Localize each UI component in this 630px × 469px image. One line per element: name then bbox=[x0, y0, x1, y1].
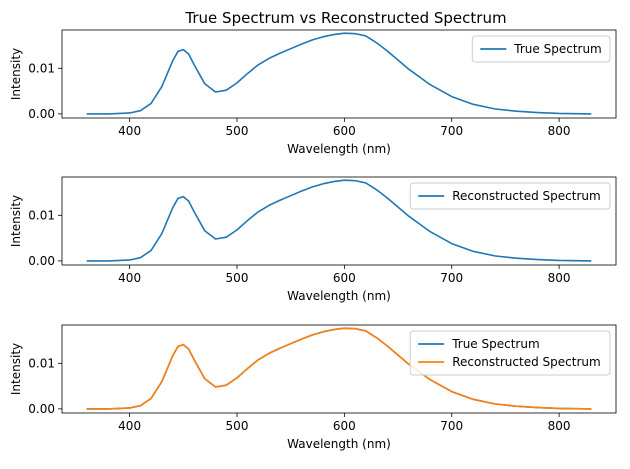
x-tick-label: 500 bbox=[226, 124, 249, 138]
x-tick-label: 800 bbox=[548, 419, 571, 433]
x-tick-label: 400 bbox=[118, 271, 141, 285]
legend: True Spectrum Reconstructed Spectrum bbox=[409, 330, 611, 376]
y-tick-label: 0.01 bbox=[28, 61, 55, 75]
y-tick-label: 0.00 bbox=[28, 254, 55, 268]
axes-frame bbox=[61, 324, 617, 414]
series-line-1 bbox=[86, 32, 592, 115]
figure-title: True Spectrum vs Reconstructed Spectrum bbox=[184, 9, 506, 27]
axes-frame bbox=[61, 29, 617, 119]
x-tick-label: 800 bbox=[548, 124, 571, 138]
legend-label: Reconstructed Spectrum bbox=[452, 189, 601, 203]
chart-panel-1: 400 500 600 700 800 0.00 0.01 Wavelength (nm) In… bbox=[9, 29, 617, 156]
x-tick-label: 600 bbox=[333, 271, 356, 285]
series-line-2 bbox=[86, 327, 592, 410]
y-tick-label: 0.01 bbox=[28, 208, 55, 222]
x-tick-label: 400 bbox=[118, 124, 141, 138]
legend-label: Reconstructed Spectrum bbox=[452, 355, 601, 369]
x-tick-label: 800 bbox=[548, 271, 571, 285]
x-axis-label: Wavelength (nm) bbox=[287, 289, 391, 303]
legend-box bbox=[409, 330, 611, 376]
chart-panel-2: 400 500 600 700 800 0.00 0.01 Wavelength (nm) In… bbox=[9, 176, 617, 303]
y-tick-label: 0.00 bbox=[28, 402, 55, 416]
x-tick-label: 400 bbox=[118, 419, 141, 433]
x-tick-label: 700 bbox=[440, 124, 463, 138]
legend: Reconstructed Spectrum bbox=[409, 182, 611, 210]
y-tick-label: 0.00 bbox=[28, 107, 55, 121]
legend-label: True Spectrum bbox=[513, 42, 601, 56]
y-axis-label: Intensity bbox=[9, 343, 23, 395]
legend-box bbox=[471, 35, 611, 63]
y-axis-label: Intensity bbox=[9, 195, 23, 247]
x-tick-label: 600 bbox=[333, 419, 356, 433]
y-axis-label: Intensity bbox=[9, 48, 23, 100]
x-tick-label: 700 bbox=[440, 271, 463, 285]
legend: True Spectrum bbox=[471, 35, 611, 63]
series-line-1 bbox=[86, 179, 592, 262]
chart-panel-3: 400 500 600 700 800 0.00 0.01 Wavelength (nm) In… bbox=[9, 324, 617, 451]
axes-frame bbox=[61, 176, 617, 266]
x-axis-label: Wavelength (nm) bbox=[287, 142, 391, 156]
legend-box bbox=[409, 182, 611, 210]
x-tick-label: 500 bbox=[226, 419, 249, 433]
x-axis-label: Wavelength (nm) bbox=[287, 437, 391, 451]
y-tick-label: 0.01 bbox=[28, 356, 55, 370]
x-tick-label: 600 bbox=[333, 124, 356, 138]
x-tick-label: 700 bbox=[440, 419, 463, 433]
legend-label: True Spectrum bbox=[451, 337, 539, 351]
x-tick-label: 500 bbox=[226, 271, 249, 285]
